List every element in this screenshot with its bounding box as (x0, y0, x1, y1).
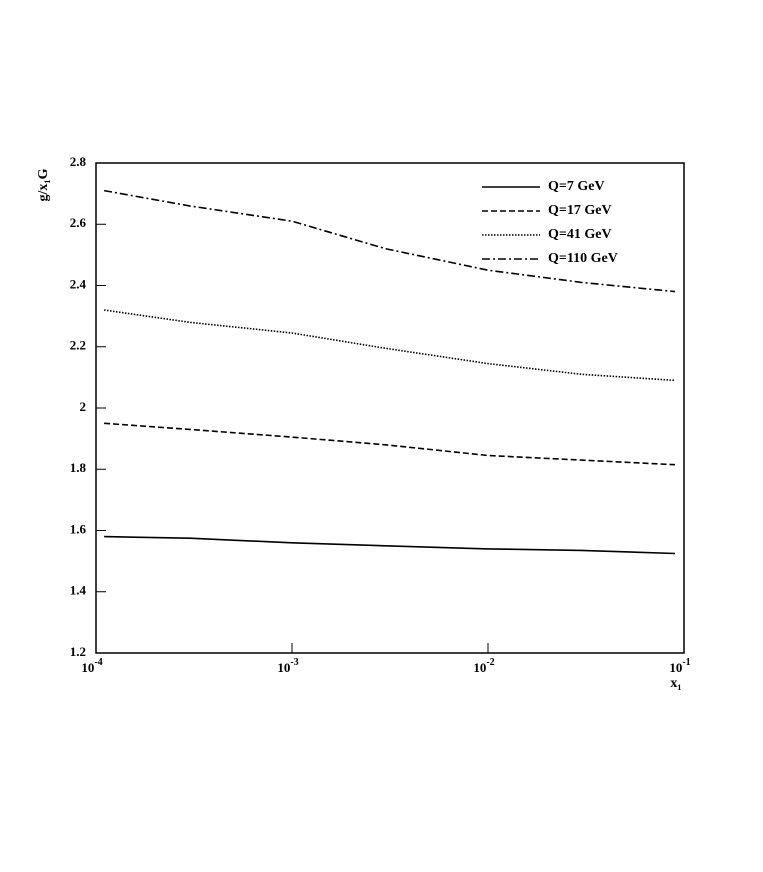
y-axis-label: g/x₁G (36, 168, 51, 201)
x-tick-exponent: -2 (486, 657, 494, 668)
x-tick-label: 10-3 (277, 657, 298, 675)
series-line (104, 422, 676, 466)
y-tick-label: 2.4 (70, 276, 87, 291)
x-tick-base: 10 (81, 660, 94, 675)
legend-label: Q=110 GeV (548, 251, 618, 266)
x-tick-label: 10-1 (669, 657, 690, 675)
legend-label: Q=41 GeV (548, 227, 612, 242)
legend-label: Q=17 GeV (548, 203, 612, 218)
series-line (103, 189, 676, 293)
y-tick-label: 1.6 (70, 521, 87, 536)
y-tick-label: 1.4 (70, 583, 87, 598)
x-tick-base: 10 (669, 660, 682, 675)
x-axis-label: x₁ (670, 676, 681, 691)
x-tick-exponent: -4 (94, 657, 102, 668)
x-tick-exponent: -3 (290, 657, 298, 668)
series-line (103, 309, 676, 382)
y-tick-label: 2.2 (70, 338, 86, 353)
x-tick-base: 10 (473, 660, 486, 675)
y-tick-label: 2 (80, 399, 87, 414)
x-tick-label: 10-4 (81, 657, 102, 675)
legend-label: Q=7 GeV (548, 179, 605, 194)
y-tick-label: 1.8 (70, 460, 87, 475)
y-tick-label: 1.2 (70, 644, 86, 659)
x-tick-exponent: -1 (682, 657, 690, 668)
x-tick-base: 10 (277, 660, 290, 675)
series-line (104, 535, 676, 555)
y-tick-label: 2.8 (70, 154, 87, 169)
x-tick-label: 10-2 (473, 657, 494, 675)
y-tick-label: 2.6 (70, 215, 87, 230)
